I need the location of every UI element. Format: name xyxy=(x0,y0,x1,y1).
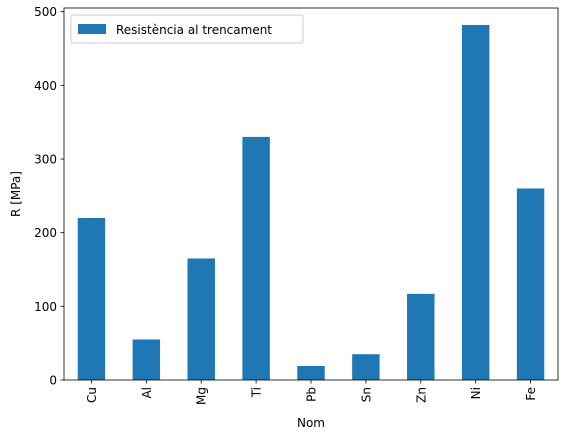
x-tick-label: Al xyxy=(140,387,154,399)
legend: Resistència al trencament xyxy=(70,14,304,44)
bar-mg xyxy=(187,258,215,380)
y-tick-label: 300 xyxy=(34,153,57,167)
bar-sn xyxy=(352,354,380,380)
y-tick-label: 500 xyxy=(34,5,57,19)
x-tick-label: Cu xyxy=(85,387,99,403)
y-tick-label: 400 xyxy=(34,79,57,93)
bar-pb xyxy=(297,366,325,380)
y-tick-label: 100 xyxy=(34,300,57,314)
x-tick-label: Ti xyxy=(250,387,264,398)
legend-swatch xyxy=(78,24,106,34)
x-axis-label: Nom xyxy=(297,416,325,430)
x-tick-label: Mg xyxy=(195,387,209,405)
x-axis-ticks: Cu Al Mg Ti Pb Sn Zn Ni Fe xyxy=(85,380,538,405)
y-axis-ticks: 0 100 200 300 400 500 xyxy=(34,5,64,388)
y-axis-label: R [MPa] xyxy=(9,171,23,217)
x-tick-label: Fe xyxy=(524,387,538,401)
y-tick-label: 0 xyxy=(49,374,57,388)
legend-box xyxy=(70,14,304,44)
x-tick-label: Sn xyxy=(359,387,373,402)
bar-zn xyxy=(407,293,435,380)
y-tick-label: 200 xyxy=(34,226,57,240)
x-tick-label: Pb xyxy=(305,387,319,402)
x-tick-label: Ni xyxy=(469,387,483,399)
bar-cu xyxy=(77,217,106,380)
bar-al xyxy=(132,339,161,380)
bars-layer xyxy=(77,24,545,381)
plot-frame xyxy=(63,7,559,381)
bar-ti xyxy=(242,136,270,380)
bar-ni xyxy=(461,24,490,381)
legend-label: Resistència al trencament xyxy=(116,23,272,37)
bar-fe xyxy=(516,188,545,380)
x-tick-label: Zn xyxy=(414,387,428,403)
